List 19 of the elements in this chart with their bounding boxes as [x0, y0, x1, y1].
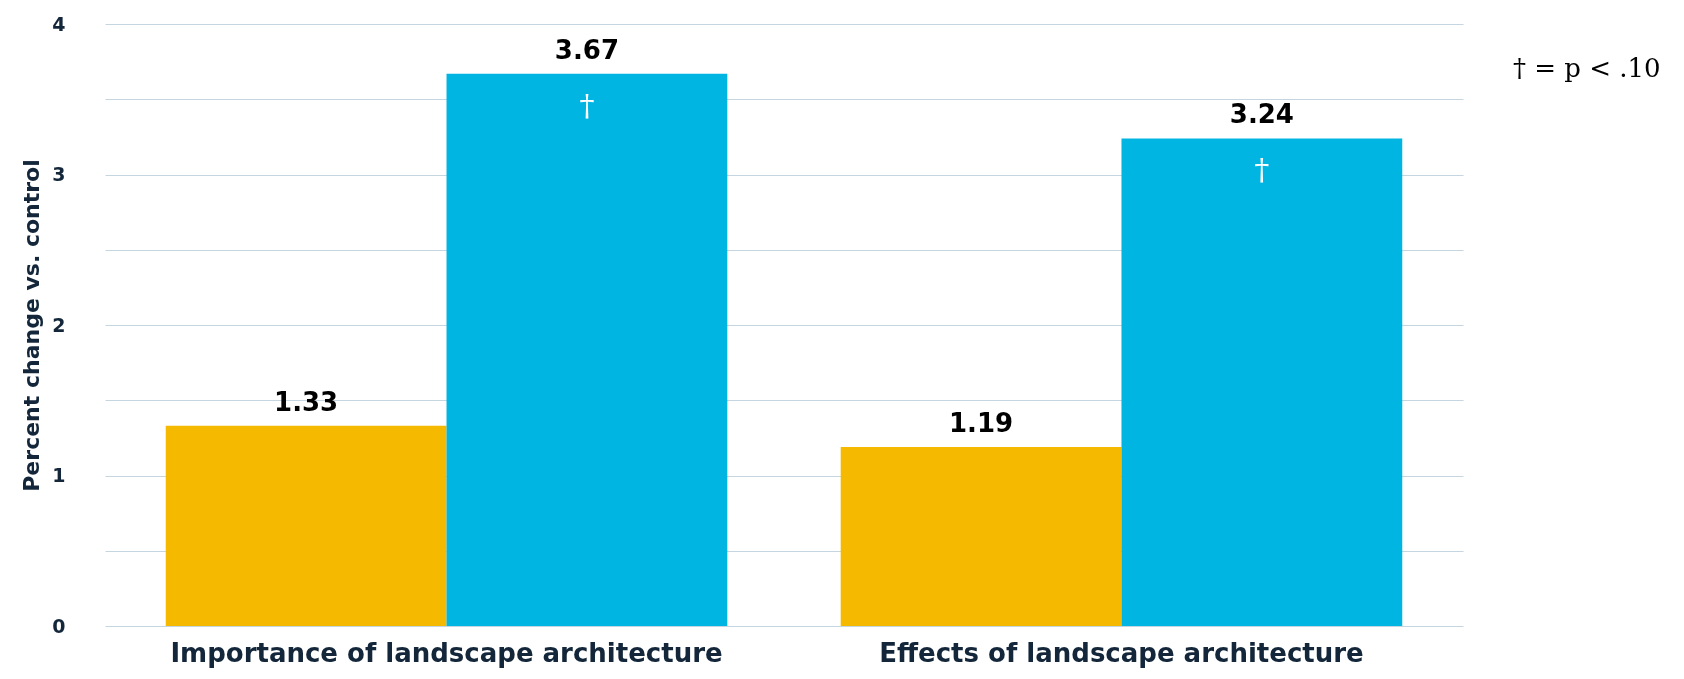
text: † = p < .10 [1513, 53, 1661, 83]
bar [446, 73, 728, 626]
x-tick-label: Effects of landscape architecture [879, 637, 1364, 668]
y-tick-label: 2 [52, 313, 66, 336]
bar [1121, 138, 1403, 626]
annotation: † [1254, 152, 1270, 188]
x-tick-label: Importance of landscape architecture [170, 637, 723, 668]
y-tick-label: 3 [52, 163, 66, 185]
y-tick-label: 1 [52, 464, 66, 486]
annotation: † [579, 87, 595, 123]
bar [165, 425, 447, 626]
data-label: 1.19 [949, 407, 1014, 438]
bar [840, 446, 1122, 626]
data-label: 3.24 [1229, 99, 1294, 130]
y-tick-label: 4 [52, 12, 66, 35]
y-tick-label: 0 [52, 614, 66, 637]
y-axis-title: Percent change vs. control [19, 159, 45, 492]
data-label: 1.33 [274, 386, 339, 417]
data-label: 3.67 [554, 34, 619, 65]
